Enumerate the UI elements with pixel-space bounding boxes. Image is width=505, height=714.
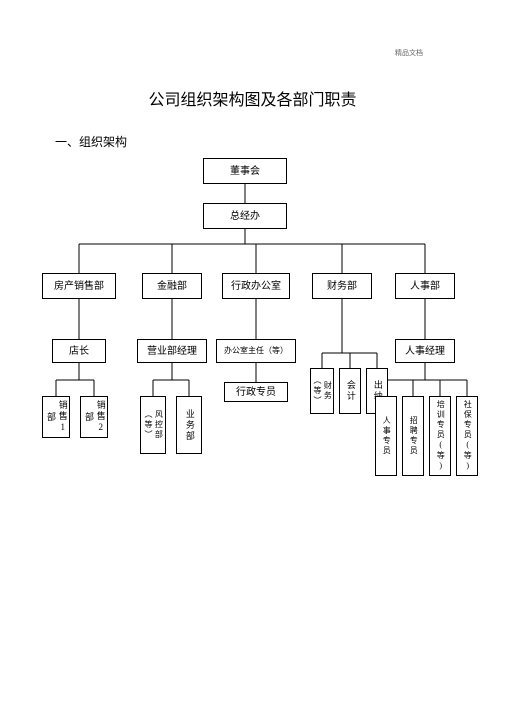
page-watermark: 精品文档 <box>395 48 423 58</box>
org-node-gm: 总经办 <box>203 203 287 229</box>
org-node-hr_mgr: 人事经理 <box>395 339 455 363</box>
org-node-social: 社保专员(等) <box>456 396 478 476</box>
org-node-finance_biz: 金融部 <box>142 273 202 299</box>
org-node-train: 培训专员(等) <box>429 396 451 476</box>
org-node-accounting: 会计 <box>339 368 361 414</box>
org-node-sales2: 销售2部 <box>80 396 108 438</box>
org-node-recruit: 招聘专员 <box>402 396 424 476</box>
section-heading: 一、组织架构 <box>55 133 127 150</box>
org-node-admin_spec: 行政专员 <box>224 382 288 402</box>
org-node-hr: 人事部 <box>395 273 455 299</box>
org-node-biz: 业务部 <box>176 396 202 454</box>
org-node-office_dir: 办公室主任（等） <box>216 339 296 363</box>
org-node-risk: 风控部（等） <box>140 396 166 454</box>
org-node-hr_spec: 人事专员 <box>375 396 397 476</box>
document-title: 公司组织架构图及各部门职责 <box>0 86 505 110</box>
org-node-store_mgr: 店长 <box>52 339 106 363</box>
org-node-admin: 行政办公室 <box>222 273 290 299</box>
org-node-sales1: 销售1部 <box>42 396 70 438</box>
org-node-sales: 房产销售部 <box>42 273 116 299</box>
org-node-finance: 财务部 <box>312 273 372 299</box>
org-node-biz_mgr: 营业部经理 <box>137 339 207 363</box>
org-node-fin_acct: 财务（等） <box>310 368 334 414</box>
org-node-ceo: 董事会 <box>203 158 287 184</box>
